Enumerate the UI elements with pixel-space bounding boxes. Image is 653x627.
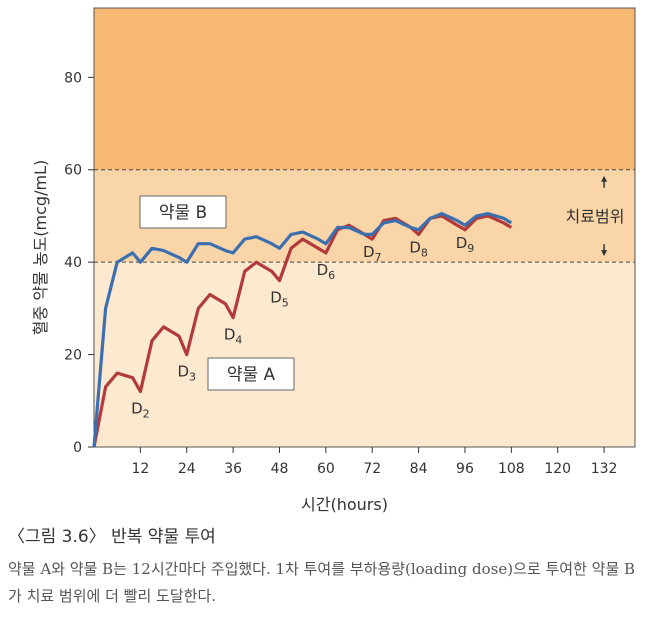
legend-box-drug-a	[207, 357, 295, 391]
x-tick-label: 96	[456, 461, 474, 477]
x-tick-label: 24	[178, 461, 196, 477]
series-line-drug-b	[92, 212, 513, 448]
x-tick-label: 12	[131, 461, 149, 477]
dose-label: D3	[177, 363, 196, 384]
legend-label-drug-b: 약물 B	[159, 203, 207, 223]
dose-label: D7	[363, 243, 382, 264]
figure-caption-body: 약물 A와 약물 B는 12시간마다 주입했다. 1차 투여를 부하용량(loa…	[8, 560, 636, 605]
dose-label: D9	[456, 234, 475, 255]
y-tick-label: 60	[64, 163, 82, 179]
x-tick-label: 120	[544, 461, 571, 477]
y-tick-label: 20	[64, 348, 82, 364]
x-axis-title: 시간(hours)	[301, 495, 388, 514]
dose-label: D2	[131, 400, 150, 421]
x-tick-label: 132	[591, 461, 618, 477]
y-axis-title: 혈중 약물 농도(mcg/mL)	[31, 160, 50, 335]
dose-label: D8	[409, 238, 428, 259]
plot-frame	[93, 7, 636, 448]
x-tick-label: 108	[498, 461, 525, 477]
x-tick-label: 84	[410, 461, 428, 477]
dose-label: D5	[270, 289, 289, 310]
legend-box-drug-b	[139, 195, 227, 229]
range-arrowhead-bottom	[601, 250, 608, 257]
x-tick-label: 36	[224, 461, 242, 477]
lower-band	[94, 262, 635, 447]
x-tick-label: 72	[363, 461, 381, 477]
x-tick-label: 60	[317, 461, 335, 477]
dose-label: D6	[317, 261, 336, 282]
figure-caption-title: 〈그림 3.6〉 반복 약물 투여	[8, 527, 216, 547]
dose-label: D4	[224, 326, 243, 347]
chart-svg: 0 20 40 60 80 12 24 36 48 60 72 84 96 108 120 132 시간(hou…	[31, 7, 636, 514]
upper-band	[94, 8, 635, 170]
y-tick-label: 80	[64, 70, 82, 86]
y-tick-label: 40	[64, 255, 82, 271]
series-line-drug-a	[92, 214, 513, 448]
x-tick-label: 48	[271, 461, 289, 477]
y-tick-label: 0	[73, 440, 82, 456]
chart-area: 0 20 40 60 80 12 24 36 48 60 72 84 96 108 120 132 시간(hou…	[31, 7, 636, 514]
therapeutic-range-label: 치료범위	[566, 207, 625, 226]
range-arrowhead-top	[601, 175, 608, 182]
legend-label-drug-a: 약물 A	[227, 365, 276, 385]
